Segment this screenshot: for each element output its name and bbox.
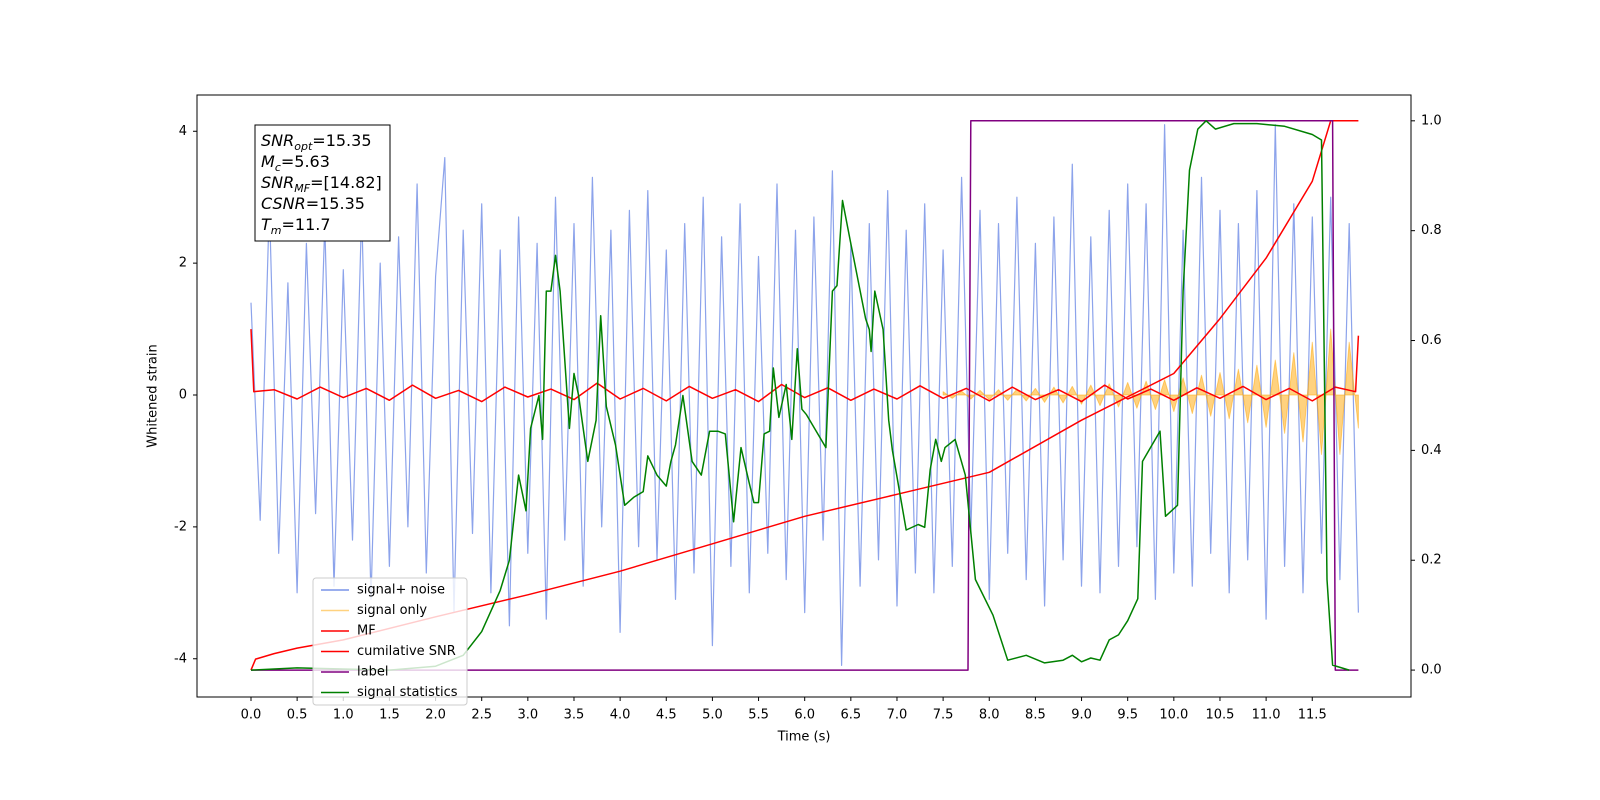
series-line [942,328,1359,455]
info-symbol: CSNR [261,194,306,213]
info-value: =[14.82] [310,173,382,192]
info-line: Mc=5.63 [261,152,330,174]
info-symbol: SNR [261,131,294,150]
x-tick-label: 9.5 [1117,708,1138,723]
x-tick-label: 7.5 [933,708,954,723]
y2-tick-label: 0.6 [1421,333,1442,348]
y2-tick-label: 0.4 [1421,443,1442,458]
x-tick-label: 8.5 [1025,708,1046,723]
x-tick-label: 11.5 [1298,708,1327,723]
series-line [251,120,1359,671]
y-axis-label: Whitened strain [146,344,161,447]
x-tick-label: 2.0 [425,708,446,723]
plot-frame [196,94,1412,698]
legend-label: signal statistics [357,685,458,700]
x-tick-label: 7.0 [887,708,908,723]
series-line [250,124,1359,666]
info-subscript: opt [294,140,313,153]
x-tick-label: 6.5 [840,708,861,723]
info-value: =15.35 [306,194,365,213]
info-subscript: m [271,224,282,237]
legend: signal+ noise signal only MF cumilative SNR… [312,577,468,706]
x-tick-label: 11.0 [1252,708,1281,723]
y2-tick-label: 1.0 [1421,113,1442,128]
series-line [250,120,1359,671]
x-tick-label: 4.0 [610,708,631,723]
x-axis-label: Time (s) [777,730,831,745]
y-tick-label: 0 [179,388,187,403]
x-tick-label: 1.5 [379,708,400,723]
series-line [250,329,1360,403]
info-value: =15.35 [312,131,371,150]
info-box: SNRopt=15.35Mc=5.63SNRMF=[14.82]CSNR=15.… [254,124,391,242]
info-symbol: M [261,152,275,171]
y2-tick-label: 0.0 [1421,663,1442,678]
info-symbol: T [261,215,272,234]
y-tick-label: 4 [179,124,187,139]
y2-tick-label: 0.8 [1421,223,1442,238]
x-tick-label: 9.0 [1071,708,1092,723]
info-value: =11.7 [282,215,331,234]
x-tick-label: 4.5 [656,708,677,723]
info-subscript: MF [294,182,310,195]
legend-label: signal+ noise [357,583,445,598]
x-tick-label: 10.5 [1205,708,1234,723]
x-tick-label: 3.0 [517,708,538,723]
legend-frame [312,577,468,706]
x-tick-label: 2.5 [471,708,492,723]
info-subscript: c [275,161,281,174]
series-line [250,120,1350,671]
y-tick-label: 2 [179,256,187,271]
x-tick-label: 0.0 [241,708,262,723]
legend-label: label [357,665,388,680]
x-tick-label: 0.5 [287,708,308,723]
info-line: SNRMF=[14.82] [261,173,382,195]
y2-tick-label: 0.2 [1421,553,1442,568]
x-tick-label: 5.0 [702,708,723,723]
x-tick-label: 3.5 [564,708,585,723]
info-line: Tm=11.7 [261,215,331,237]
info-box-frame [254,124,391,242]
info-line: CSNR=15.35 [261,194,365,213]
info-value: =5.63 [281,152,330,171]
y-tick-label: -2 [174,519,187,534]
x-tick-label: 6.0 [794,708,815,723]
x-tick-label: 1.0 [333,708,354,723]
legend-label: MF [357,624,376,639]
info-line: SNRopt=15.35 [261,131,372,153]
info-symbol: SNR [261,173,294,192]
y-tick-label: -4 [174,651,187,666]
x-tick-label: 8.0 [979,708,1000,723]
x-tick-label: 5.5 [748,708,769,723]
legend-label: signal only [357,603,427,618]
x-tick-label: 10.0 [1159,708,1188,723]
legend-label: cumilative SNR [357,644,456,659]
